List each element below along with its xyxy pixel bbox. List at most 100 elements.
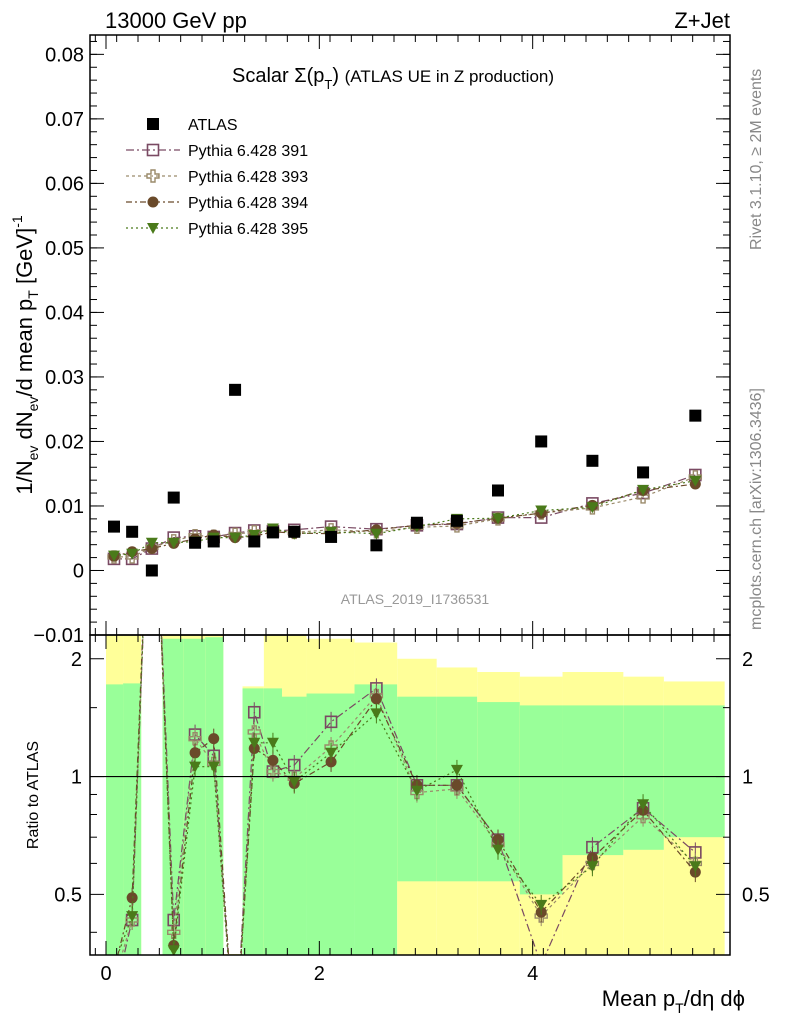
band-green [242, 688, 264, 955]
series-line-s391 [114, 474, 696, 560]
band-green [106, 684, 124, 955]
ytick-label: 0.07 [45, 109, 84, 131]
legend-label: Pythia 6.428 394 [188, 195, 308, 212]
ytick-label: 0 [73, 560, 84, 582]
series-point-s395 [167, 537, 180, 549]
ratio-bands [106, 635, 725, 955]
band-green [282, 696, 307, 955]
ratio-point-s395 [266, 737, 279, 749]
legend-label: ATLAS [188, 117, 238, 134]
series-point-s395 [535, 505, 548, 517]
ratio-point-s395 [689, 861, 702, 873]
legend-label: Pythia 6.428 393 [188, 169, 308, 186]
legend-marker [147, 196, 159, 208]
band-green [263, 688, 282, 955]
data-point-atlas [266, 526, 279, 539]
ratio-point-s394 [492, 834, 504, 846]
ytick-label: −0.01 [33, 625, 84, 647]
header-right: Z+Jet [674, 8, 730, 33]
legend-label: Pythia 6.428 395 [188, 221, 308, 238]
data-point-atlas [637, 466, 650, 479]
data-point-atlas [189, 536, 202, 549]
series-point-s395 [145, 537, 158, 549]
ytick-label: 0.01 [45, 496, 84, 518]
ylabel-ratio: Ratio to ATLAS [25, 741, 42, 849]
band-green [663, 705, 725, 838]
ratio-ytick-label: 1 [71, 767, 82, 789]
ratio-ytick-label-right: 0.5 [742, 884, 770, 906]
ratio-ytick-label-right: 1 [742, 767, 753, 789]
ratio-series-clipped [117, 635, 703, 955]
ratio-ytick-label: 2 [71, 649, 82, 671]
ytick-label: 0.02 [45, 431, 84, 453]
series-point-s395 [689, 475, 702, 487]
ratio-point-s395 [167, 945, 180, 955]
mcplots-label: mcplots.cern.ch [arXiv:1306.3436] [748, 388, 765, 630]
ratio-frame [89, 634, 731, 956]
band-green [562, 705, 624, 856]
ratio-point-s394 [189, 747, 201, 759]
data-point-atlas [248, 535, 261, 548]
rivet-label: Rivet 3.1.10, ≥ 2M events [748, 69, 765, 250]
ratio-point-s395 [450, 764, 463, 776]
ylabel-main: 1/Nev dNev/d mean pT [GeV]-1 [9, 215, 41, 495]
plot-title: Scalar Σ(pT) (ATLAS UE in Z production) [232, 65, 554, 92]
ratio-point-s395 [325, 747, 338, 759]
data-point-atlas [126, 525, 139, 538]
ratio-point-s395 [189, 761, 202, 773]
series-point-s395 [108, 550, 120, 562]
legend-label: Pythia 6.428 391 [188, 143, 308, 160]
data-point-atlas [288, 525, 301, 538]
data-point-atlas [370, 539, 383, 552]
ratio-ytick-label: 0.5 [54, 884, 82, 906]
ratio-point-s394 [267, 754, 279, 766]
series-line-s394 [113, 483, 696, 557]
ratio-point-s393 [188, 731, 202, 746]
series-point-s395 [586, 502, 599, 514]
ytick-label: 0.08 [45, 44, 84, 66]
xtick-label: 0 [100, 963, 111, 985]
data-point-atlas [492, 484, 504, 497]
series-point-s395 [492, 513, 504, 525]
band-green [354, 684, 398, 955]
series-line-s393 [114, 476, 696, 558]
band-green [205, 637, 224, 955]
series-point-s395 [637, 484, 650, 496]
band-green [183, 638, 206, 955]
band-green [519, 705, 563, 895]
ratio-point-s395 [288, 776, 301, 788]
ytick-label: 0.06 [45, 173, 84, 195]
series-point-s395 [229, 532, 242, 544]
ratio-point-s395 [126, 911, 139, 923]
ratio-point-s395 [637, 799, 650, 811]
ratio-point-s394 [208, 733, 220, 745]
ratio-point-s393 [266, 764, 280, 779]
ratio-point-s395 [207, 761, 220, 773]
main-series [107, 383, 703, 577]
ratio-axes: 0.5 0.5 1 1 2 2 [54, 649, 770, 933]
header-left: 13000 GeV pp [105, 8, 247, 33]
data-point-atlas [325, 530, 338, 543]
data-point-atlas [207, 535, 220, 548]
data-point-atlas [410, 516, 423, 529]
data-point-atlas [586, 454, 599, 467]
ratio-series [117, 635, 703, 955]
main-axes: −0.01 0 0.01 0.02 0.03 0.04 0.05 0.06 0.07 0.08 0 2… [33, 35, 730, 985]
legend: ATLAS Pythia 6.428 391 Pythia 6.428 393 Pyt… [126, 117, 308, 238]
series-point-s395 [126, 548, 139, 560]
ratio-point-s395 [586, 861, 599, 873]
band-green [162, 638, 184, 955]
band-green [123, 683, 142, 955]
band-green [623, 705, 664, 850]
legend-marker-atlas [147, 118, 159, 130]
ratio-ytick-label-right: 2 [742, 649, 753, 671]
data-point-atlas [167, 491, 180, 504]
data-point-atlas [108, 520, 120, 533]
data-point-atlas [145, 564, 158, 577]
data-point-atlas [689, 409, 702, 422]
ratio-point-s394 [451, 779, 463, 791]
data-point-atlas [450, 514, 463, 527]
ytick-label: 0.05 [45, 238, 84, 260]
ratio-point-s391 [247, 705, 261, 719]
